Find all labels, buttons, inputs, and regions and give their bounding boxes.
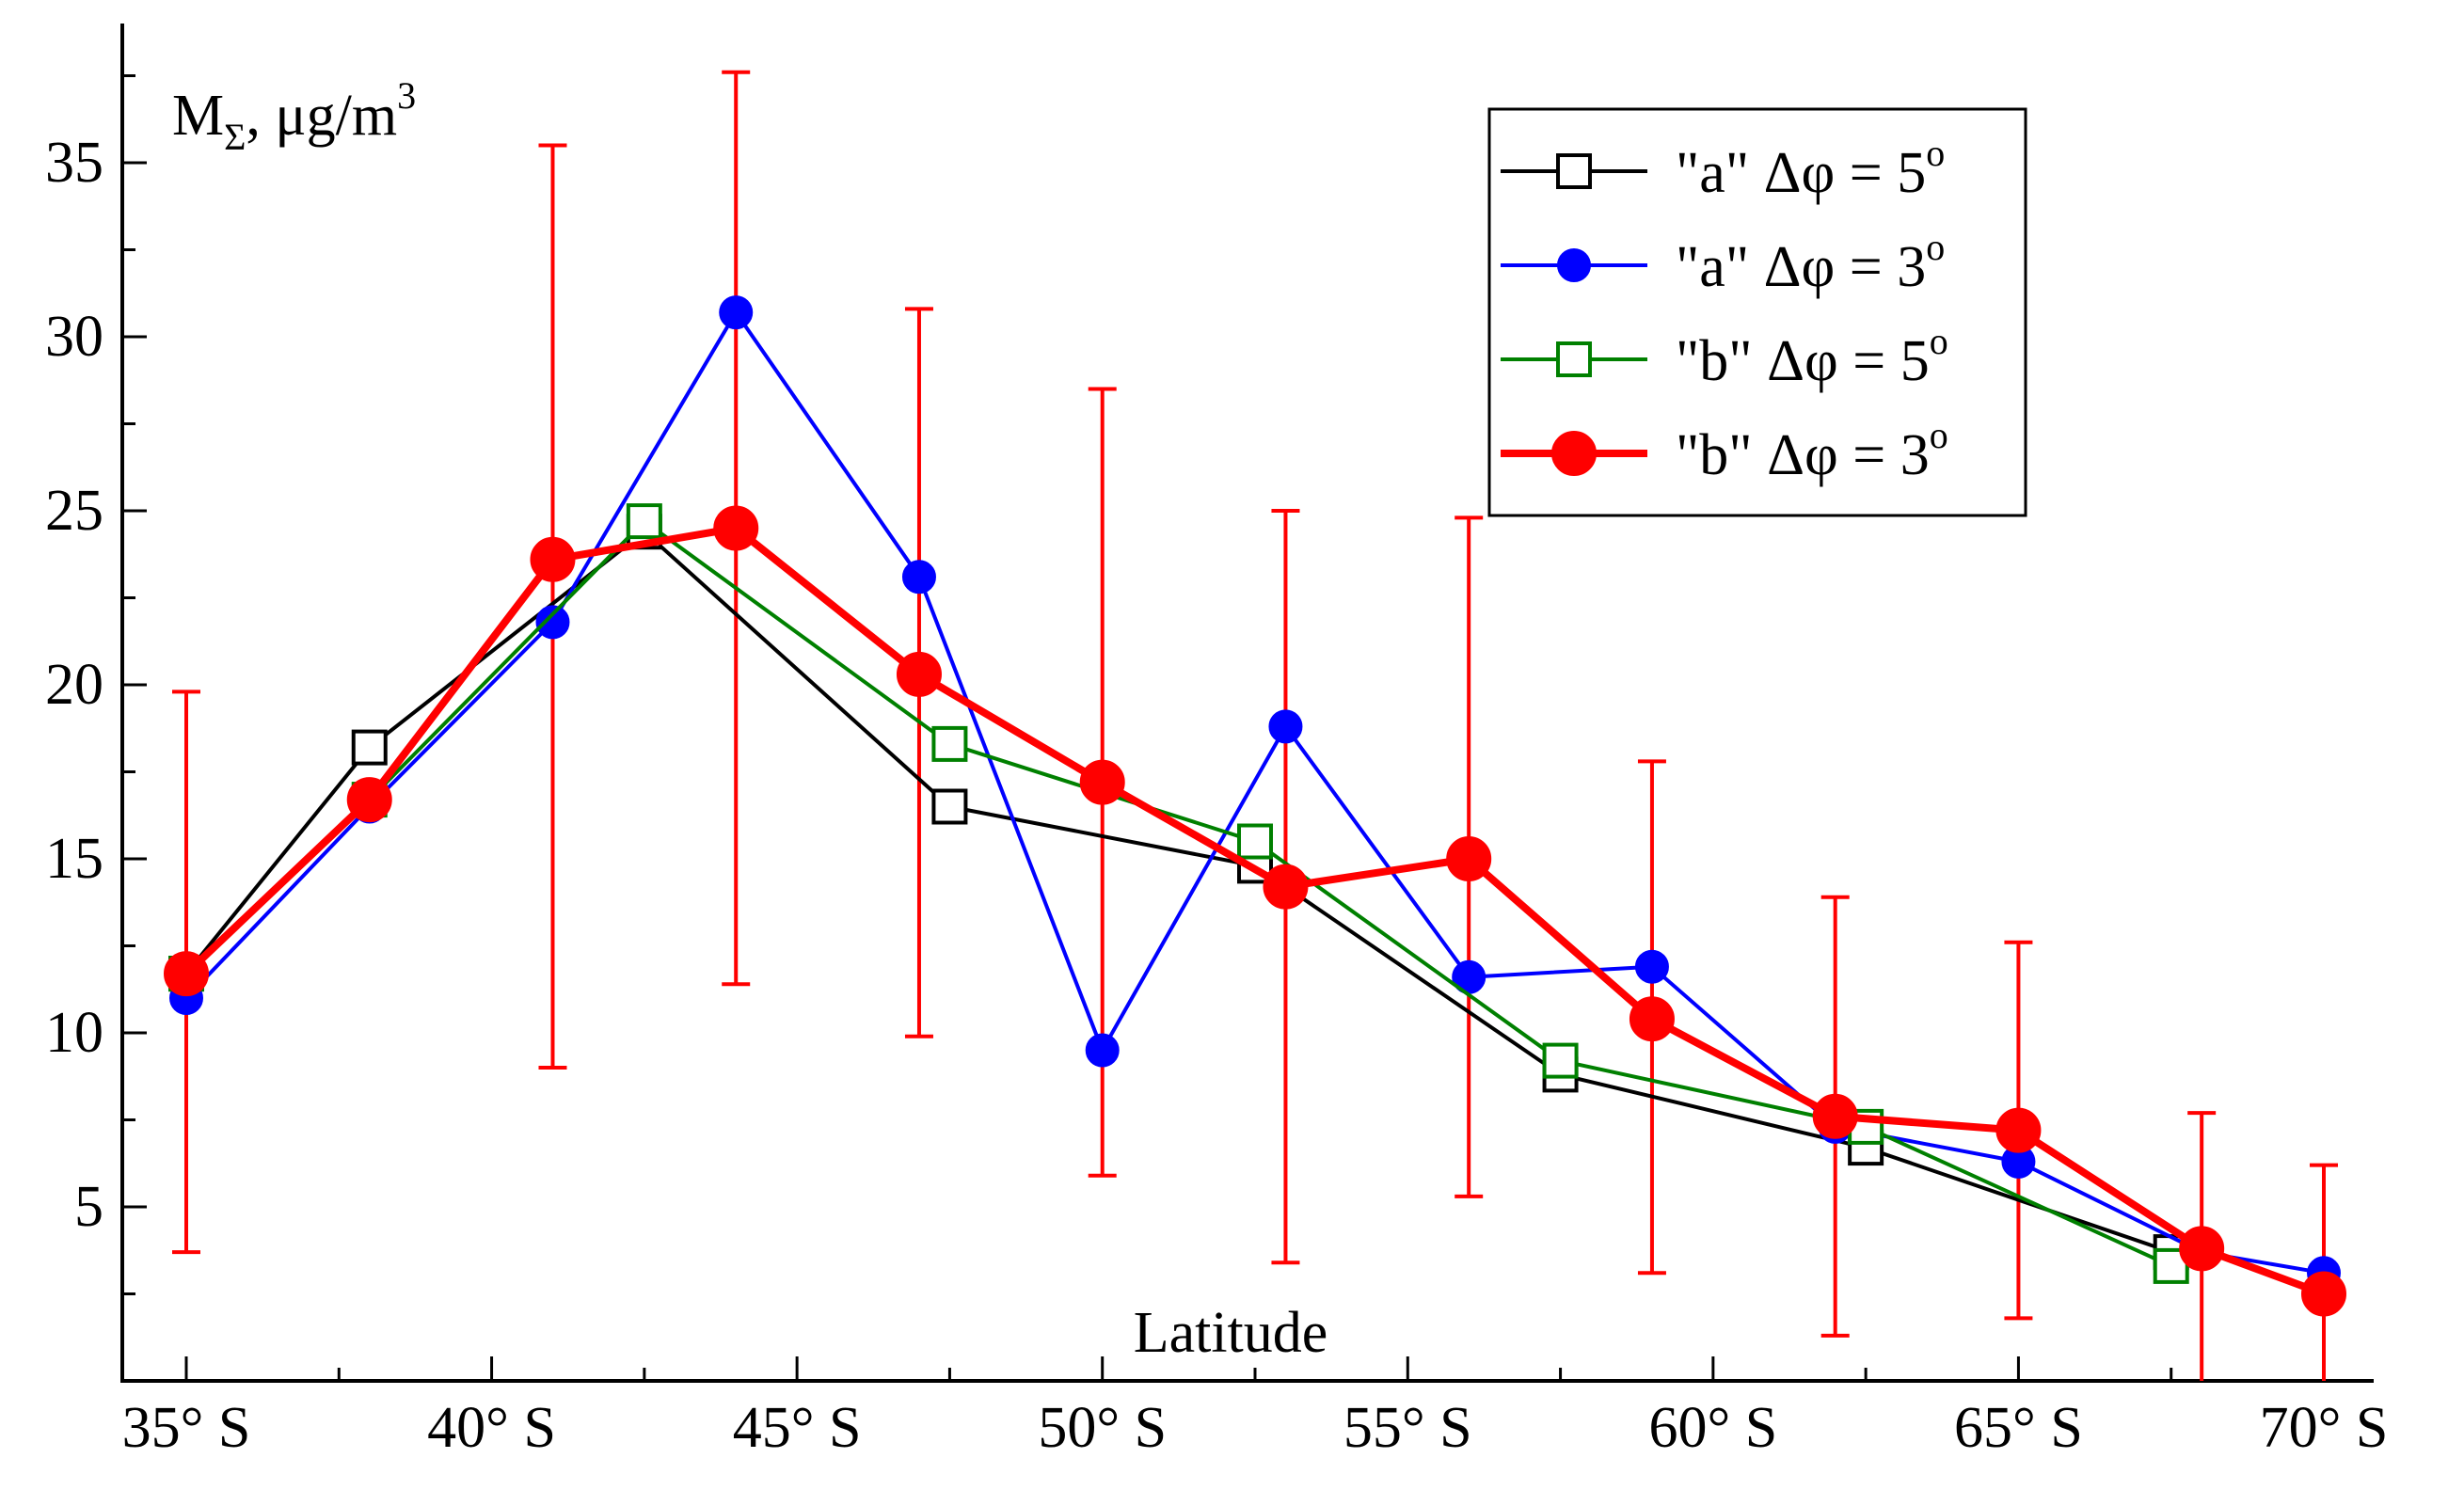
data-point xyxy=(1085,1033,1120,1068)
data-point xyxy=(901,560,936,594)
legend-marker xyxy=(1556,153,1592,189)
data-point xyxy=(1812,1093,1858,1139)
data-point xyxy=(896,651,942,697)
x-axis-title: Latitude xyxy=(1134,1301,1328,1365)
y-tick-label: 25 xyxy=(45,479,103,543)
legend-item-b5: "b" Δφ = 5o xyxy=(1501,320,1948,393)
legend-label: "a" Δφ = 5o xyxy=(1676,132,1945,205)
axis-labels: MΣ, μg/m3 Latitude xyxy=(172,74,1327,1365)
data-point xyxy=(1995,1107,2042,1153)
legend-marker xyxy=(1557,248,1591,282)
legend-marker xyxy=(1551,431,1597,476)
data-point xyxy=(931,725,968,762)
x-tick-label: 65° S xyxy=(1954,1396,2083,1460)
data-point xyxy=(931,788,968,825)
data-point xyxy=(164,951,209,997)
data-point xyxy=(535,605,570,640)
data-point xyxy=(346,777,392,823)
data-point xyxy=(2179,1226,2225,1272)
series-b5 xyxy=(168,503,2189,1284)
y-tick-label: 5 xyxy=(74,1175,103,1239)
legend-label: "a" Δφ = 3o xyxy=(1676,226,1945,299)
data-point xyxy=(1542,1042,1579,1079)
legend: "a" Δφ = 5o "a" Δφ = 3o "b" Δφ = 5o "b" Δφ … xyxy=(1487,107,2027,517)
y-axis-title-unit: , μg/m xyxy=(246,84,397,148)
legend-item-a5: "a" Δφ = 5o xyxy=(1501,132,1945,205)
x-tick-label: 70° S xyxy=(2260,1396,2389,1460)
legend-label: "b" Δφ = 3o xyxy=(1676,414,1948,487)
y-axis-title: MΣ, μg/m3 xyxy=(172,74,416,158)
series-line-b3 xyxy=(183,524,2326,1298)
data-point xyxy=(713,505,759,551)
axes: 5 10 15 20 25 30 35 35° S 40° S 45° S 50° S 55° S 60… xyxy=(45,24,2388,1460)
y-tick-label: 30 xyxy=(45,305,103,369)
data-point xyxy=(1268,709,1303,744)
y-axis-title-superscript: 3 xyxy=(397,74,416,117)
data-point xyxy=(719,295,754,330)
data-point xyxy=(530,536,576,582)
data-point xyxy=(1263,864,1309,910)
legend-item-b3: "b" Δφ = 3o xyxy=(1501,414,1948,487)
y-tick-label: 35 xyxy=(45,131,103,195)
y-tick-label: 10 xyxy=(45,1001,103,1065)
series-group xyxy=(164,70,2346,1381)
legend-label: "b" Δφ = 5o xyxy=(1676,320,1948,393)
x-tick-label: 40° S xyxy=(427,1396,556,1460)
series-line-a5 xyxy=(184,530,2172,1254)
data-point xyxy=(1079,759,1125,805)
y-axis-title-main: M xyxy=(172,84,224,148)
data-point xyxy=(1446,836,1492,881)
data-point xyxy=(351,729,388,766)
data-point xyxy=(2301,1271,2346,1317)
y-axis-title-subscript: Σ xyxy=(224,116,246,158)
legend-item-a3: "a" Δφ = 3o xyxy=(1501,226,1945,299)
data-point xyxy=(626,503,662,540)
x-tick-label: 45° S xyxy=(733,1396,862,1460)
data-point xyxy=(1634,949,1669,984)
series-b3 xyxy=(164,505,2346,1317)
series-a5 xyxy=(168,514,2189,1271)
y-tick-label: 20 xyxy=(45,653,103,717)
x-tick-label: 50° S xyxy=(1038,1396,1167,1460)
data-point xyxy=(1237,823,1273,860)
x-tick-label: 35° S xyxy=(122,1396,251,1460)
x-tick-label: 55° S xyxy=(1343,1396,1472,1460)
data-point xyxy=(1629,996,1675,1042)
y-tick-label: 15 xyxy=(45,827,103,891)
legend-marker xyxy=(1556,341,1592,377)
x-tick-label: 60° S xyxy=(1648,1396,1777,1460)
